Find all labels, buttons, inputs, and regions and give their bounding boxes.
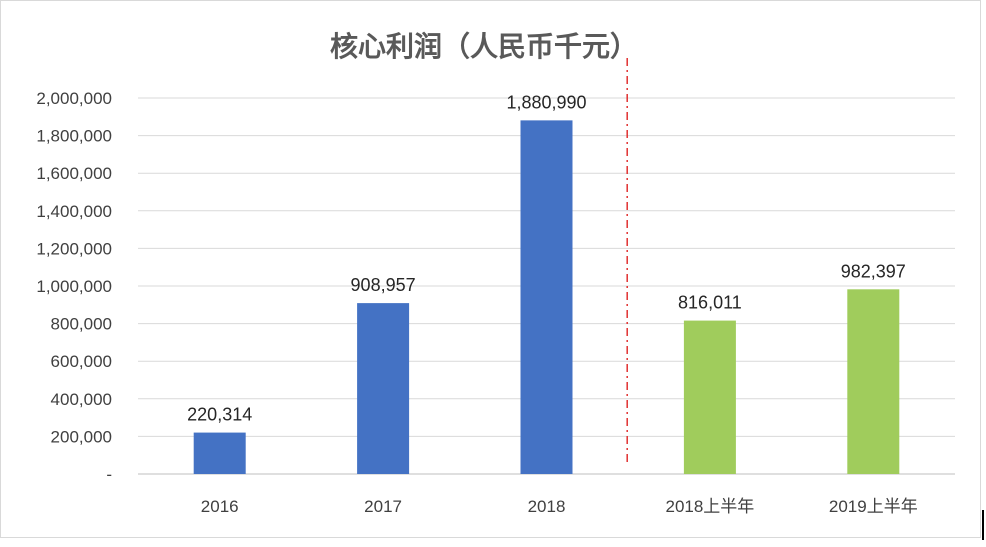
- data-label: 1,880,990: [506, 92, 586, 112]
- y-tick-label: 2,000,000: [36, 89, 112, 108]
- y-tick-label: 800,000: [51, 315, 112, 334]
- y-tick-label: 1,600,000: [36, 164, 112, 183]
- y-tick-label: 1,800,000: [36, 127, 112, 146]
- data-label: 220,314: [187, 405, 252, 425]
- data-label: 982,397: [841, 261, 906, 281]
- bar-2018上半年: [683, 320, 736, 474]
- y-tick-label: 1,200,000: [36, 239, 112, 258]
- bars: [193, 120, 900, 475]
- y-tick-label: 200,000: [51, 427, 112, 446]
- y-tick-label: 400,000: [51, 390, 112, 409]
- y-tick-label: 1,000,000: [36, 277, 112, 296]
- chart-border: [0, 0, 981, 538]
- y-tick-label: 600,000: [51, 352, 112, 371]
- bar-2016: [193, 432, 246, 474]
- bar-2018: [520, 120, 573, 475]
- x-tick-label: 2018上半年: [665, 497, 754, 516]
- corner-mark: [982, 510, 984, 540]
- x-tick-label: 2019上半年: [829, 497, 918, 516]
- bar-2017: [357, 303, 410, 474]
- x-tick-label: 2017: [364, 497, 402, 516]
- x-tick-label: 2018: [528, 497, 566, 516]
- y-tick-label: -: [106, 465, 112, 484]
- y-axis: - 200,000 400,000 600,000 800,000 1,000,000 1,…: [36, 89, 112, 484]
- chart-title: 核心利润（人民币千元）: [330, 30, 638, 63]
- data-label: 908,957: [351, 275, 416, 295]
- data-labels: 220,314 908,957 1,880,990 816,011 982,397: [187, 92, 906, 424]
- x-axis: 2016 2017 2018 2018上半年 2019上半年: [201, 497, 918, 516]
- y-tick-label: 1,400,000: [36, 202, 112, 221]
- data-label: 816,011: [678, 293, 742, 313]
- x-tick-label: 2016: [201, 497, 239, 516]
- bar-2019上半年: [847, 289, 900, 474]
